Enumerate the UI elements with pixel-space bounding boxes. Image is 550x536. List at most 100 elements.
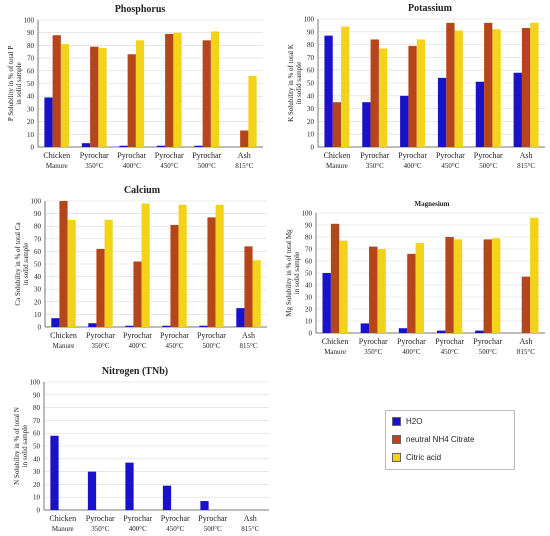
panel-5-xtick-3-line-2: 400°C bbox=[129, 525, 147, 533]
panel-2-ytick-9: 90 bbox=[307, 28, 315, 36]
panel-1-ytick-0: 0 bbox=[31, 144, 35, 152]
panel-3-ylabel-line-2: in solid sample bbox=[22, 243, 30, 285]
panel-3-bar-h2o-5 bbox=[199, 325, 208, 327]
panel-2-bar-nh4-citrate-6 bbox=[521, 27, 531, 147]
panel-3-ytick-9: 90 bbox=[34, 210, 42, 218]
panel-3-bar-nh4-citrate-5 bbox=[207, 217, 216, 327]
panel-3-ytick-1: 10 bbox=[34, 311, 42, 319]
panel-4-ytick-9: 90 bbox=[305, 222, 313, 230]
panel-3-bar-h2o-1 bbox=[51, 318, 60, 327]
panel-2-xtick-5-line-2: 500°C bbox=[479, 162, 497, 170]
panel-3-bar-h2o-3 bbox=[125, 325, 134, 327]
panel-2-xtick-6-line-2: 815°C bbox=[517, 162, 535, 170]
panel-5-ytick-4: 40 bbox=[33, 455, 41, 463]
panel-4-bar-citric-acid-6 bbox=[530, 217, 539, 333]
panel-2-bar-h2o-1 bbox=[324, 35, 333, 147]
panel-2-ytick-2: 20 bbox=[307, 118, 315, 126]
panel-3-bar-nh4-citrate-6 bbox=[244, 246, 253, 327]
panel-5-xtick-5-line-2: 500°C bbox=[204, 525, 222, 533]
legend-label-nh4-citrate: neutral NH4 Citrate bbox=[406, 434, 475, 444]
panel-1-xtick-5-line-2: 500°C bbox=[198, 162, 216, 170]
panel-2-bar-h2o-6 bbox=[513, 72, 522, 147]
panel-1-bar-nh4-citrate-1 bbox=[52, 35, 61, 147]
panel-1-bar-citric-acid-1 bbox=[60, 44, 70, 147]
panel-5-bar-h2o-2 bbox=[87, 471, 97, 510]
panel-2-bar-nh4-citrate-5 bbox=[484, 22, 493, 148]
panel-4-bar-nh4-citrate-3 bbox=[407, 253, 416, 333]
panel-2-xtick-1-line-1: Chicken bbox=[324, 151, 351, 160]
panel-3-xtick-2-line-1: Pyrochar bbox=[86, 331, 115, 340]
panel-5-xtick-5-line-1: Pyrochar bbox=[198, 514, 227, 523]
panel-1-ytick-6: 60 bbox=[27, 67, 35, 75]
panel-5-ytick-2: 20 bbox=[33, 481, 41, 489]
panel-1-ytick-2: 20 bbox=[27, 118, 35, 126]
panel-1-ytick-4: 40 bbox=[27, 93, 35, 101]
panel-1-xtick-4-line-2: 450°C bbox=[160, 162, 178, 170]
panel-2-bar-citric-acid-3 bbox=[416, 39, 426, 148]
panel-1-ytick-1: 10 bbox=[27, 131, 35, 139]
panel-4-ylabel-line-1: Mg Solubility in % of total Mg bbox=[285, 229, 293, 317]
panel-3-ylabel-line-1: Ca Solubility in % of total Ca bbox=[14, 221, 22, 305]
panel-4-bar-nh4-citrate-1 bbox=[330, 223, 340, 333]
panel-2-ytick-3: 30 bbox=[307, 105, 315, 113]
panel-4-bar-h2o-1 bbox=[322, 273, 331, 333]
panel-1-ytick-10: 100 bbox=[24, 17, 35, 25]
panel-4-xtick-4-line-1: Pyrochar bbox=[435, 337, 464, 346]
panel-4-bar-nh4-citrate-6 bbox=[521, 276, 531, 333]
panel-1-bar-nh4-citrate-4 bbox=[165, 33, 174, 147]
panel-4-xtick-1-line-1: Chicken bbox=[322, 337, 349, 346]
legend-swatch-citric-acid bbox=[392, 452, 401, 462]
panel-5-ylabel-line-2: in solid sample bbox=[21, 425, 29, 467]
panel-5-title: Nitrogen (TNb) bbox=[102, 366, 168, 377]
panel-2-xtick-4-line-2: 450°C bbox=[441, 162, 459, 170]
panel-3-bar-citric-acid-5 bbox=[215, 204, 224, 327]
panel-2-bar-h2o-2 bbox=[362, 102, 371, 147]
panel-5-bar-h2o-3 bbox=[125, 462, 134, 510]
panel-4-xtick-5-line-2: 500°C bbox=[479, 348, 497, 356]
panel-4-xtick-2-line-2: 350°C bbox=[364, 348, 382, 356]
panel-2-ytick-5: 50 bbox=[307, 80, 315, 88]
legend-label-citric-acid: Citric acid bbox=[406, 452, 442, 462]
panel-1-ylabel-line-1: P Solubility in % of total P bbox=[7, 46, 15, 121]
panel-2-bar-h2o-3 bbox=[400, 95, 409, 147]
panel-2-bar-citric-acid-6 bbox=[530, 22, 539, 148]
panel-3-xtick-4-line-1: Pyrochar bbox=[160, 331, 189, 340]
panel-2-bar-nh4-citrate-1 bbox=[332, 102, 342, 147]
panel-1-ytick-7: 70 bbox=[27, 55, 35, 63]
panel-3-ytick-8: 80 bbox=[34, 223, 42, 231]
panel-4-bar-h2o-3 bbox=[398, 328, 408, 333]
panel-2-ytick-7: 70 bbox=[307, 54, 315, 62]
panel-1-ytick-8: 80 bbox=[27, 42, 35, 50]
panel-4-bar-h2o-4 bbox=[436, 330, 446, 333]
panel-5-xtick-2-line-2: 350°C bbox=[91, 525, 109, 533]
panel-1-ytick-9: 90 bbox=[27, 29, 35, 37]
panel-3-bar-citric-acid-3 bbox=[141, 203, 150, 327]
panel-3-bar-nh4-citrate-3 bbox=[133, 261, 142, 327]
panel-3-bar-nh4-citrate-4 bbox=[170, 224, 179, 327]
panel-5-ytick-7: 70 bbox=[33, 417, 41, 425]
panel-2-ytick-4: 40 bbox=[307, 92, 315, 100]
panel-4-bar-citric-acid-4 bbox=[453, 239, 463, 333]
panel-1-xtick-1-line-2: Manure bbox=[46, 162, 68, 170]
panel-5-ytick-10: 100 bbox=[30, 379, 41, 387]
panel-3-xtick-1-line-2: Manure bbox=[53, 342, 75, 350]
panel-1-xtick-2-line-2: 350°C bbox=[85, 162, 103, 170]
panel-4-ytick-0: 0 bbox=[309, 330, 313, 338]
panel-5-xtick-4-line-1: Pyrochar bbox=[161, 514, 190, 523]
panel-3-xtick-5-line-2: 500°C bbox=[203, 342, 221, 350]
panel-5-ytick-3: 30 bbox=[33, 468, 41, 476]
panel-2-ytick-8: 80 bbox=[307, 41, 315, 49]
panel-5-xtick-1-line-1: Chicken bbox=[49, 514, 76, 523]
panel-1-xtick-6-line-2: 815°C bbox=[235, 162, 253, 170]
panel-3-bar-citric-acid-4 bbox=[178, 204, 187, 327]
panel-1-bar-h2o-1 bbox=[44, 97, 53, 147]
panel-2-ytick-6: 60 bbox=[307, 67, 315, 75]
panel-2-bar-h2o-5 bbox=[475, 81, 485, 147]
panel-3-bar-citric-acid-6 bbox=[252, 260, 261, 327]
panel-4-ylabel-line-2: in solid sample bbox=[293, 252, 301, 294]
panel-5-ytick-5: 50 bbox=[33, 443, 41, 451]
panel-1-ytick-3: 30 bbox=[27, 105, 35, 113]
panel-2-xtick-5-line-1: Pyrochar bbox=[474, 151, 503, 160]
panel-3-bar-citric-acid-2 bbox=[104, 219, 113, 327]
panel-2-ylabel-line-2: in solid sample bbox=[295, 62, 303, 104]
